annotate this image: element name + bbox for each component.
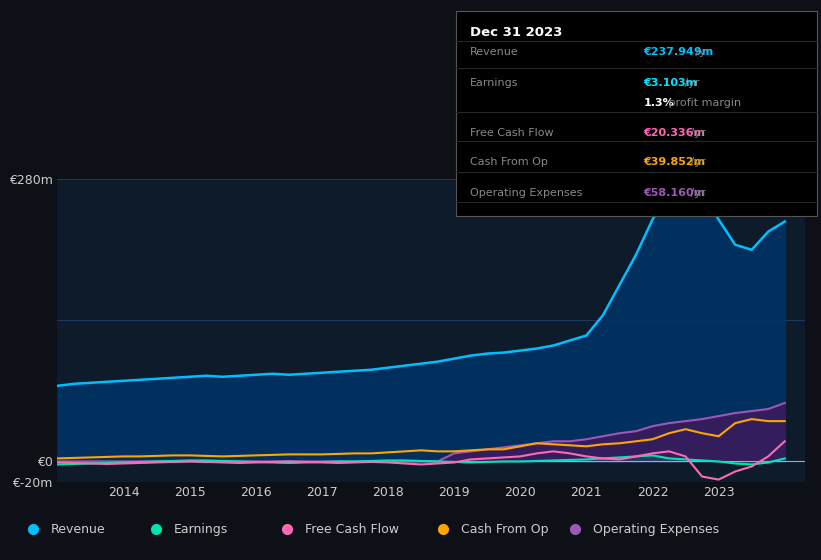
Text: €20.336m: €20.336m [644, 128, 705, 138]
Text: 1.3%: 1.3% [644, 98, 674, 108]
Text: €3.103m: €3.103m [644, 78, 698, 87]
Text: /yr: /yr [687, 188, 705, 198]
Text: /yr: /yr [687, 157, 705, 167]
Text: Free Cash Flow: Free Cash Flow [305, 522, 399, 536]
Text: Dec 31 2023: Dec 31 2023 [470, 26, 562, 39]
Text: Revenue: Revenue [51, 522, 106, 536]
Text: Cash From Op: Cash From Op [461, 522, 549, 536]
Text: /yr: /yr [687, 128, 705, 138]
Text: /yr: /yr [681, 78, 700, 87]
Text: €58.160m: €58.160m [644, 188, 705, 198]
Text: Operating Expenses: Operating Expenses [470, 188, 582, 198]
Text: €39.852m: €39.852m [644, 157, 705, 167]
Text: Operating Expenses: Operating Expenses [593, 522, 719, 536]
Text: Free Cash Flow: Free Cash Flow [470, 128, 553, 138]
Text: Cash From Op: Cash From Op [470, 157, 548, 167]
Text: Earnings: Earnings [174, 522, 228, 536]
Text: Earnings: Earnings [470, 78, 519, 87]
FancyBboxPatch shape [456, 11, 817, 216]
Text: profit margin: profit margin [665, 98, 741, 108]
Text: /yr: /yr [692, 47, 711, 57]
Text: €237.949m: €237.949m [644, 47, 713, 57]
Text: Revenue: Revenue [470, 47, 519, 57]
